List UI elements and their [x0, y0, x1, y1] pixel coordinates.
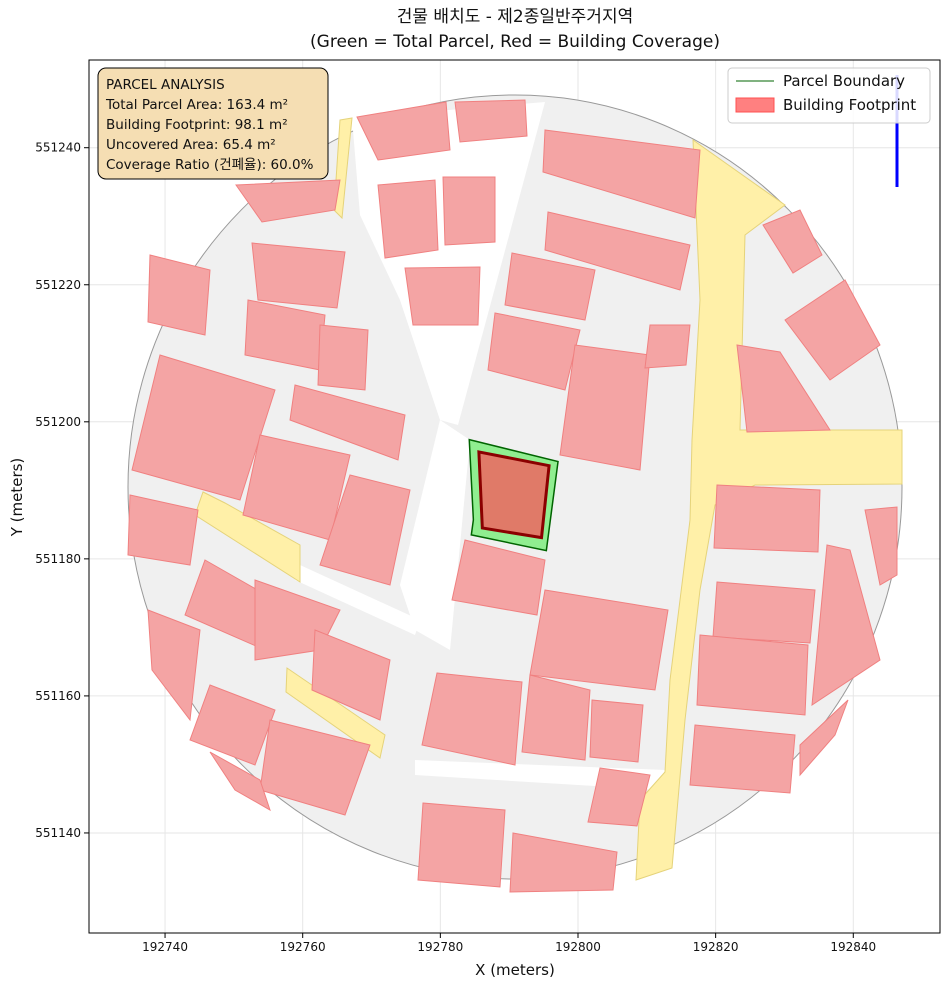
- legend-label: Building Footprint: [783, 96, 916, 114]
- context-building: [529, 589, 669, 691]
- legend: Parcel Boundary Building Footprint: [727, 67, 931, 124]
- y-tick-label: 551180: [35, 552, 81, 566]
- context-building: [251, 242, 346, 309]
- x-tick-label: 192780: [417, 940, 463, 954]
- context-building: [131, 354, 276, 501]
- road-gap: [295, 565, 420, 635]
- context-building: [356, 101, 451, 161]
- context-building: [521, 674, 591, 761]
- context-building: [127, 494, 199, 566]
- y-tick-label: 551220: [35, 278, 81, 292]
- context-building: [404, 266, 481, 326]
- context-building: [147, 609, 201, 722]
- x-tick-label: 192820: [693, 940, 739, 954]
- context-building: [644, 324, 691, 369]
- context-building: [317, 324, 369, 391]
- context-building: [864, 506, 898, 586]
- annotation-line: PARCEL ANALYSIS: [106, 77, 225, 93]
- context-building: [451, 539, 546, 616]
- y-tick-label: 551160: [35, 689, 81, 703]
- context-building: [509, 832, 618, 893]
- y-tick-label: 551200: [35, 415, 81, 429]
- annotation-bg: [97, 67, 329, 180]
- legend-swatch: [735, 97, 775, 113]
- chart-title: 건물 배치도 - 제2종일반주거지역: [397, 7, 633, 27]
- building: [477, 450, 551, 540]
- context-building: [696, 634, 809, 716]
- context-building: [259, 719, 371, 816]
- context-building: [417, 802, 506, 888]
- x-tick-label: 192840: [830, 940, 876, 954]
- context-building: [799, 699, 849, 777]
- context-building: [442, 176, 496, 246]
- x-tick-label: 192740: [142, 940, 188, 954]
- context-building: [784, 279, 881, 381]
- marks: [468, 438, 559, 552]
- context-building: [811, 544, 881, 706]
- context-building: [589, 699, 644, 763]
- context-building: [712, 581, 816, 644]
- annotation-box: PARCEL ANALYSIS Total Parcel Area: 163.4 …: [97, 67, 329, 180]
- context-building: [504, 252, 596, 321]
- annotation-line: Uncovered Area: 65.4 m²: [106, 137, 276, 153]
- x-tick-label: 192800: [555, 940, 601, 954]
- chart-subtitle: (Green = Total Parcel, Red = Building Co…: [310, 32, 720, 52]
- road: [285, 667, 386, 759]
- context-building: [147, 254, 211, 336]
- context-building: [544, 211, 691, 291]
- context-building: [736, 344, 831, 433]
- y-tick-label: 551240: [35, 141, 81, 155]
- annotation-line: Coverage Ratio (건폐율): 60.0%: [106, 157, 314, 173]
- y-tick-label: 551140: [35, 826, 81, 840]
- road-gap: [400, 420, 470, 650]
- context-building: [689, 724, 796, 794]
- legend-label: Parcel Boundary: [783, 72, 905, 90]
- context-building: [319, 474, 411, 586]
- context-building: [542, 129, 701, 219]
- x-tick-label: 192760: [280, 940, 326, 954]
- annotation-line: Building Footprint: 98.1 m²: [106, 117, 288, 133]
- y-axis-label: Y (meters): [8, 458, 26, 538]
- context-building: [235, 179, 341, 223]
- context-building: [209, 751, 271, 812]
- context-building: [454, 99, 528, 143]
- roads: [194, 117, 903, 881]
- context-building: [421, 672, 523, 766]
- context-buildings: [127, 99, 898, 893]
- context-building: [713, 484, 821, 553]
- context-building: [762, 209, 823, 274]
- x-axis-label: X (meters): [475, 961, 555, 979]
- legend-bg: [727, 67, 931, 124]
- context-building: [377, 179, 439, 259]
- context-building: [311, 629, 391, 721]
- context-building: [487, 312, 581, 391]
- context-building: [189, 684, 276, 766]
- annotation-line: Total Parcel Area: 163.4 m²: [105, 97, 288, 113]
- context-building: [289, 384, 406, 461]
- plot-frame: [88, 59, 941, 934]
- context-building: [559, 344, 651, 471]
- context-building: [587, 767, 651, 827]
